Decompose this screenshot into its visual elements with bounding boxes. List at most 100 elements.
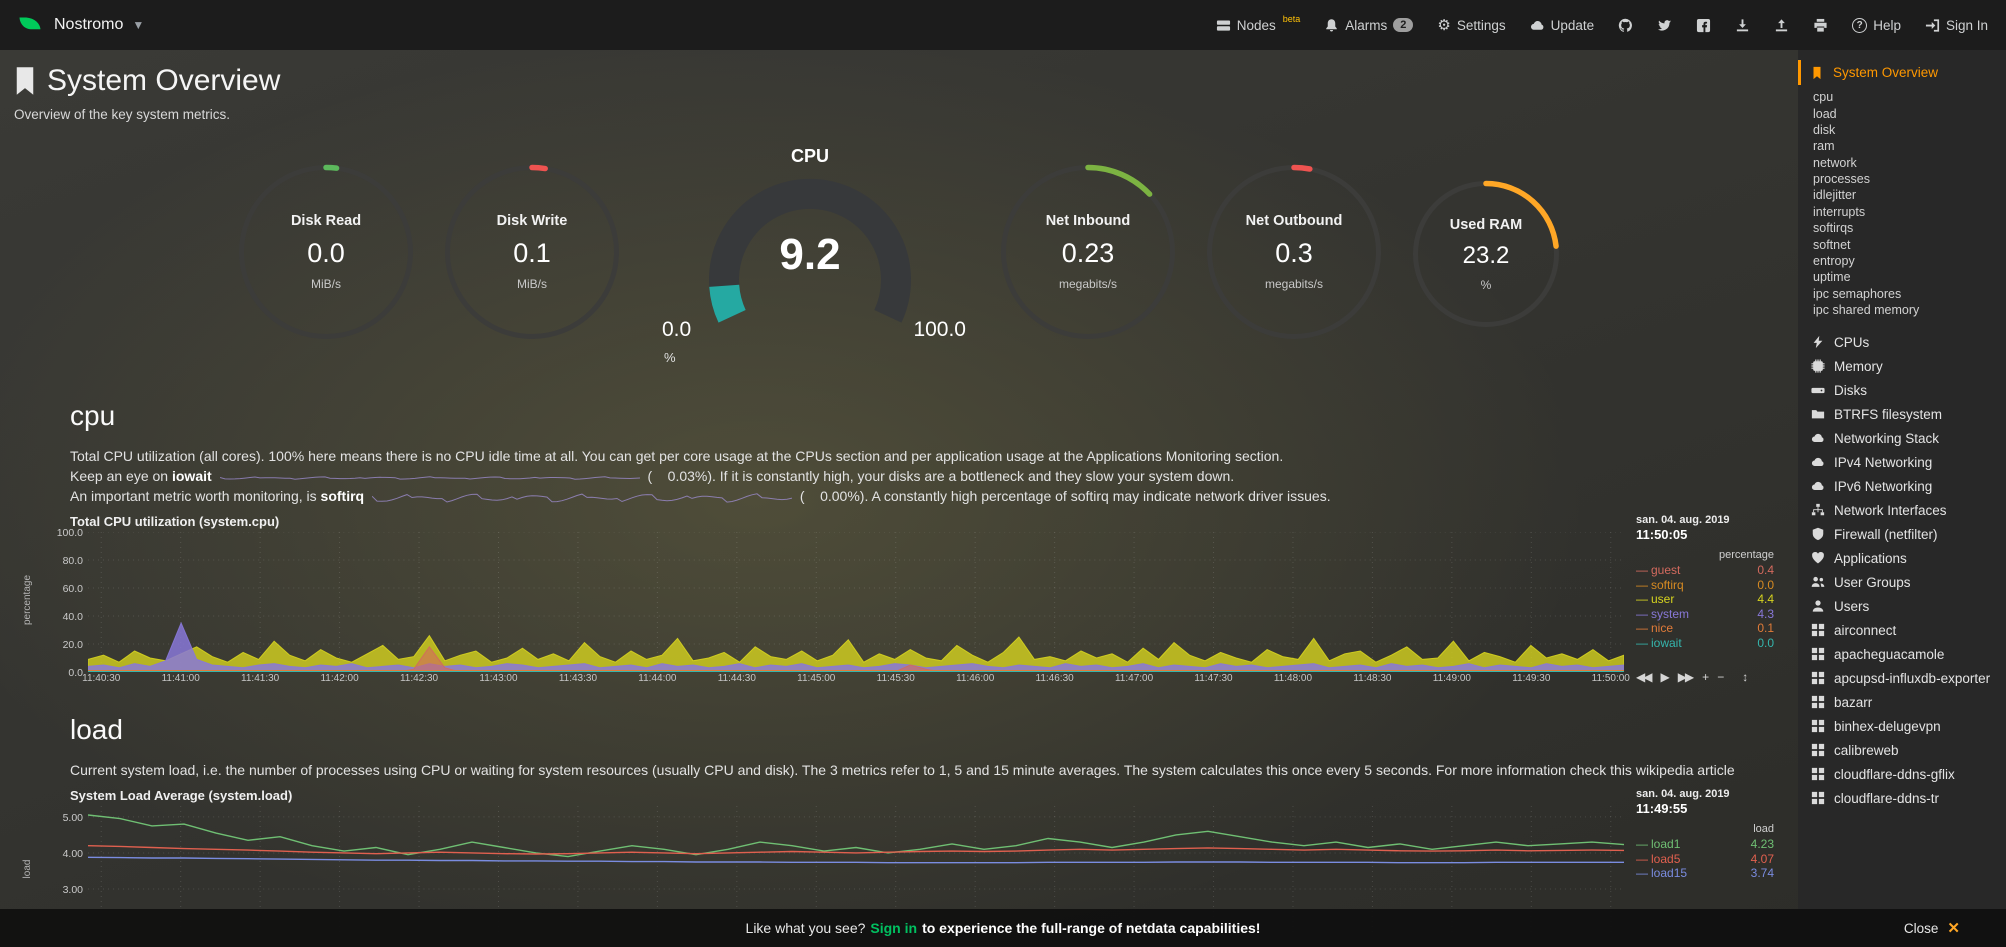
- nodes-button[interactable]: Nodes beta: [1216, 14, 1300, 33]
- sidebar-section[interactable]: airconnect: [1798, 618, 2006, 642]
- forward-button[interactable]: ▶▶: [1677, 670, 1695, 684]
- sidebar-subitem[interactable]: softnet: [1813, 237, 1851, 252]
- export-button[interactable]: [1774, 18, 1789, 33]
- play-button[interactable]: ▶: [1660, 670, 1669, 684]
- zoom-out-button[interactable]: −: [1717, 670, 1724, 684]
- wikipedia-link[interactable]: wikipedia article: [1635, 762, 1735, 778]
- cpu-plot-area[interactable]: [88, 532, 1624, 672]
- sidebar-section[interactable]: Disks: [1798, 378, 2006, 402]
- sidebar-section[interactable]: BTRFS filesystem: [1798, 402, 2006, 426]
- legend-series-value: 0.0: [1757, 577, 1774, 592]
- sidebar-section[interactable]: bazarr: [1798, 690, 2006, 714]
- sidebar-subitem[interactable]: uptime: [1813, 270, 1851, 285]
- footer-close-label[interactable]: Close: [1903, 920, 1939, 936]
- legend-row[interactable]: — user 4.4: [1636, 592, 1774, 606]
- rewind-button[interactable]: ◀◀: [1636, 670, 1653, 684]
- chart-time: 11:50:05: [1636, 527, 1688, 542]
- chip-icon: [1811, 359, 1826, 373]
- right-sidebar-menu: System Overview cpu load disk ram network pro…: [1798, 50, 2006, 947]
- section-heading-cpu[interactable]: cpu: [70, 400, 116, 431]
- sidebar-subitem[interactable]: disk: [1813, 122, 1836, 137]
- sidebar-section[interactable]: Network Interfaces: [1798, 498, 2006, 522]
- settings-button[interactable]: ⚙ Settings: [1437, 16, 1506, 34]
- sidebar-section[interactable]: CPUs: [1798, 330, 2006, 354]
- sidebar-section[interactable]: Firewall (netfilter): [1798, 522, 2006, 546]
- x-tick-label: 11:48:00: [1273, 673, 1313, 684]
- print-button[interactable]: [1813, 18, 1828, 33]
- sidebar-section[interactable]: binhex-delugevpn: [1798, 714, 2006, 738]
- sidebar-subitem[interactable]: softirqs: [1813, 221, 1854, 236]
- sidebar-section[interactable]: IPv6 Networking: [1798, 474, 2006, 498]
- section-heading-load[interactable]: load: [70, 714, 123, 745]
- legend-row[interactable]: — system 4.3: [1636, 606, 1774, 621]
- footer-signin-link[interactable]: Sign in: [870, 920, 918, 936]
- sidebar-section[interactable]: cloudflare-ddns-gflix: [1798, 762, 2006, 786]
- sidebar-section[interactable]: Networking Stack: [1798, 426, 2006, 450]
- close-icon[interactable]: ✕: [1947, 920, 1960, 937]
- legend-row[interactable]: — load5 4.07: [1636, 851, 1774, 866]
- sidebar-section[interactable]: calibreweb: [1798, 738, 2006, 762]
- legend-row[interactable]: — load15 3.74: [1636, 866, 1774, 880]
- sidebar-subitem[interactable]: cpu: [1813, 90, 1834, 105]
- twitter-button[interactable]: [1657, 18, 1672, 33]
- legend-series-value: 4.3: [1757, 606, 1774, 621]
- sidebar-section[interactable]: apacheguacamole: [1798, 642, 2006, 666]
- hdd-icon: [1811, 383, 1826, 397]
- sidebar-item-system-overview[interactable]: System Overview: [1798, 60, 2006, 85]
- update-button[interactable]: Update: [1530, 18, 1594, 33]
- x-tick-label: 11:44:00: [638, 673, 677, 684]
- github-button[interactable]: [1618, 18, 1633, 33]
- resize-button[interactable]: ↕: [1742, 670, 1749, 684]
- facebook-button[interactable]: [1696, 18, 1711, 33]
- sidebar-subitem[interactable]: idlejitter: [1813, 188, 1857, 203]
- sidebar-subitem[interactable]: ram: [1813, 139, 1835, 154]
- legend-row[interactable]: — softirq 0.0: [1636, 577, 1774, 592]
- sidebar-subitem[interactable]: ipc shared memory: [1813, 303, 1920, 318]
- used-ram-gauge[interactable]: Used RAM 23.2 %: [1412, 180, 1560, 328]
- sidebar-subsections: cpu load disk ram network processes idlejitter…: [1798, 85, 2006, 318]
- disk-write-gauge[interactable]: Disk Write 0.1 MiB/s: [444, 164, 620, 340]
- y-tick-label: 20.0: [62, 639, 83, 651]
- x-tick-label: 11:47:00: [1114, 673, 1154, 684]
- upload-icon: [1776, 18, 1788, 31]
- sidebar-section[interactable]: Users: [1798, 594, 2006, 618]
- chart-time: 11:49:55: [1636, 801, 1688, 816]
- import-button[interactable]: [1735, 18, 1750, 33]
- sidebar-section[interactable]: apcupsd-influxdb-exporter: [1798, 666, 2006, 690]
- alarms-button[interactable]: Alarms 2: [1324, 18, 1414, 33]
- load-plot-area[interactable]: [88, 806, 1624, 936]
- legend-row[interactable]: — iowait 0.0: [1636, 635, 1774, 650]
- legend-series-value: 0.0: [1757, 635, 1774, 650]
- sidebar-section[interactable]: cloudflare-ddns-tr: [1798, 786, 2006, 810]
- help-button[interactable]: ? Help: [1852, 17, 1901, 33]
- sidebar-section[interactable]: Applications: [1798, 546, 2006, 570]
- sidebar-subitem[interactable]: interrupts: [1813, 204, 1866, 219]
- iowait-sparkline[interactable]: [219, 471, 640, 484]
- sidebar-section[interactable]: IPv4 Networking: [1798, 450, 2006, 474]
- node-selector[interactable]: Nostromo ▼: [18, 13, 144, 38]
- sidebar-subitem[interactable]: entropy: [1813, 253, 1855, 268]
- beta-badge: beta: [1282, 14, 1301, 24]
- cpu-gauge[interactable]: CPU 9.2 0.0 100.0 %: [662, 146, 966, 365]
- legend-units: load: [1753, 823, 1774, 835]
- legend-row[interactable]: — guest 0.4: [1636, 563, 1774, 577]
- legend-series-value: 0.4: [1757, 563, 1774, 577]
- bolt-icon: [1811, 335, 1826, 349]
- disk-read-gauge[interactable]: Disk Read 0.0 MiB/s: [238, 164, 414, 340]
- zoom-in-button[interactable]: +: [1702, 670, 1709, 684]
- legend-series-name: load1: [1651, 837, 1681, 851]
- net-outbound-gauge[interactable]: Net Outbound 0.3 megabits/s: [1206, 164, 1382, 340]
- sidebar-section[interactable]: User Groups: [1798, 570, 2006, 594]
- legend-row[interactable]: — load1 4.23: [1636, 837, 1774, 851]
- sidebar-section[interactable]: Memory: [1798, 354, 2006, 378]
- signin-button[interactable]: Sign In: [1925, 18, 1988, 33]
- user-icon: [1811, 599, 1826, 613]
- sidebar-subitem[interactable]: network: [1813, 155, 1857, 170]
- legend-row[interactable]: — nice 0.1: [1636, 621, 1774, 635]
- sidebar-subitem[interactable]: load: [1813, 106, 1837, 121]
- net-inbound-gauge[interactable]: Net Inbound 0.23 megabits/s: [1000, 164, 1176, 340]
- sidebar-subitem[interactable]: ipc semaphores: [1813, 286, 1902, 301]
- sidebar-subitem[interactable]: processes: [1813, 172, 1870, 187]
- sidebar-sections: CPUs Memory Disks BTRFS filesystem Netwo…: [1798, 330, 2006, 810]
- softirq-sparkline[interactable]: [371, 491, 793, 504]
